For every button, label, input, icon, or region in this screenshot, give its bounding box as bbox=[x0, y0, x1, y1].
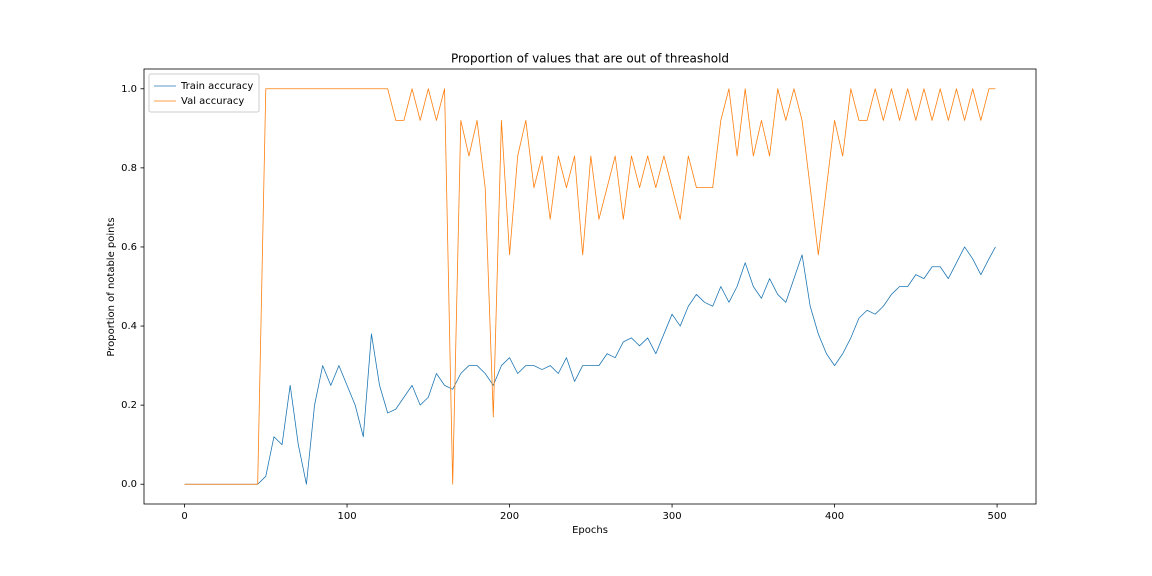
x-tick-label: 0 bbox=[181, 511, 187, 522]
series-line bbox=[184, 88, 996, 485]
x-tick-label: 100 bbox=[338, 511, 357, 522]
y-tick-label: 0.2 bbox=[121, 400, 137, 411]
y-tick-label: 0.0 bbox=[121, 479, 137, 490]
x-tick-label: 200 bbox=[500, 511, 519, 522]
y-axis-label: Proportion of notable points bbox=[106, 217, 117, 356]
plot-frame bbox=[143, 68, 1037, 505]
x-tick-label: 300 bbox=[663, 511, 682, 522]
y-tick-label: 1.0 bbox=[121, 84, 137, 95]
x-tick-label: 400 bbox=[825, 511, 844, 522]
x-tick-label: 500 bbox=[988, 511, 1007, 522]
legend-label: Train accuracy bbox=[180, 81, 253, 92]
y-tick-label: 0.8 bbox=[121, 163, 137, 174]
legend-label: Val accuracy bbox=[181, 96, 244, 107]
y-tick-label: 0.4 bbox=[121, 321, 137, 332]
y-tick-label: 0.6 bbox=[121, 242, 137, 253]
x-axis-label: Epochs bbox=[572, 525, 608, 536]
legend-box bbox=[148, 73, 260, 113]
series-line bbox=[184, 246, 996, 485]
chart-title: Proportion of values that are out of thr… bbox=[451, 52, 729, 66]
